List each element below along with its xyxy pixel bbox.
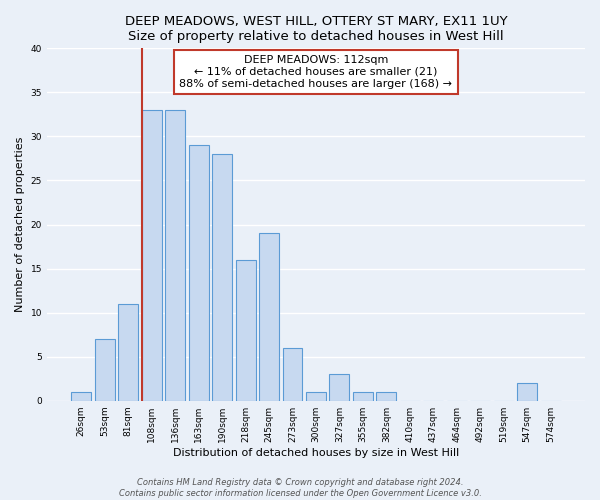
Bar	[353, 392, 373, 400]
Bar	[236, 260, 256, 400]
Bar	[71, 392, 91, 400]
Y-axis label: Number of detached properties: Number of detached properties	[15, 137, 25, 312]
Bar	[142, 110, 162, 401]
Bar	[259, 234, 279, 400]
Bar	[306, 392, 326, 400]
Bar	[118, 304, 138, 400]
Bar	[283, 348, 302, 401]
Bar	[212, 154, 232, 400]
X-axis label: Distribution of detached houses by size in West Hill: Distribution of detached houses by size …	[173, 448, 459, 458]
Title: DEEP MEADOWS, WEST HILL, OTTERY ST MARY, EX11 1UY
Size of property relative to d: DEEP MEADOWS, WEST HILL, OTTERY ST MARY,…	[125, 15, 507, 43]
Bar	[376, 392, 397, 400]
Text: DEEP MEADOWS: 112sqm
← 11% of detached houses are smaller (21)
88% of semi-detac: DEEP MEADOWS: 112sqm ← 11% of detached h…	[179, 56, 452, 88]
Bar	[165, 110, 185, 401]
Bar	[95, 339, 115, 400]
Bar	[188, 145, 209, 401]
Bar	[517, 383, 537, 400]
Bar	[329, 374, 349, 400]
Text: Contains HM Land Registry data © Crown copyright and database right 2024.
Contai: Contains HM Land Registry data © Crown c…	[119, 478, 481, 498]
